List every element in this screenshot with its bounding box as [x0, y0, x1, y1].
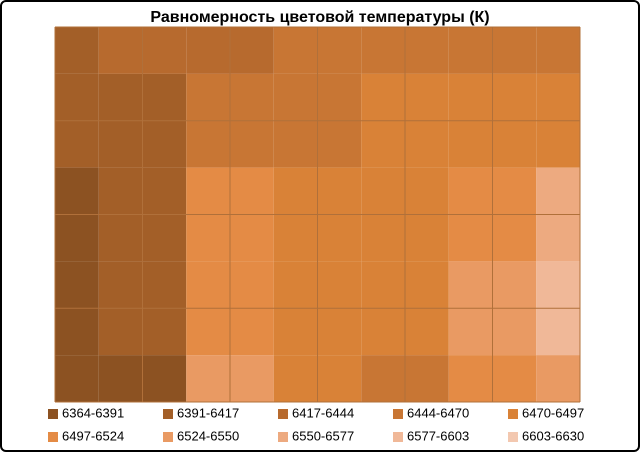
legend-label: 6603-6630	[522, 428, 584, 443]
legend-label: 6550-6577	[292, 428, 354, 443]
legend-swatch	[48, 409, 58, 419]
contour-cell	[55, 27, 99, 74]
chart-title: Равномерность цветовой температуры (К)	[150, 9, 489, 26]
legend-swatch	[508, 432, 518, 442]
legend-label: 6391-6417	[177, 405, 239, 420]
legend-swatch	[163, 409, 173, 419]
legend-swatch	[48, 432, 58, 442]
contour-cell	[536, 27, 580, 74]
legend-swatch	[393, 409, 403, 419]
legend-swatch	[393, 432, 403, 442]
legend-label: 6417-6444	[292, 405, 354, 420]
legend-swatch	[508, 409, 518, 419]
legend-swatch	[278, 409, 288, 419]
legend-label: 6577-6603	[407, 428, 469, 443]
contour-cell	[55, 355, 99, 402]
contour-cell	[536, 355, 580, 402]
legend-label: 6470-6497	[522, 405, 584, 420]
legend-label: 6364-6391	[62, 405, 124, 420]
legend-label: 6497-6524	[62, 428, 124, 443]
legend-label: 6524-6550	[177, 428, 239, 443]
legend-label: 6444-6470	[407, 405, 469, 420]
legend-swatch	[163, 432, 173, 442]
legend-swatch	[278, 432, 288, 442]
